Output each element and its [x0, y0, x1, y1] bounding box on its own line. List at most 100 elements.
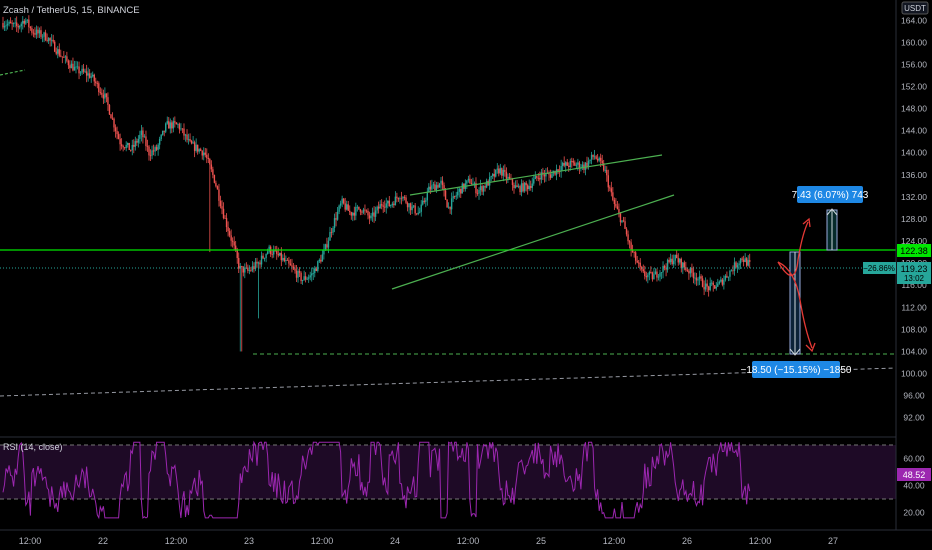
symbol-title[interactable]: Zcash / TetherUS, 15, BINANCE	[3, 5, 140, 16]
candle-body	[679, 258, 681, 263]
scenario-arrow-down[interactable]	[777, 261, 813, 349]
candle-body	[151, 150, 153, 156]
candle-body	[338, 205, 340, 212]
candle-body	[682, 262, 684, 269]
candle-body	[648, 271, 651, 275]
candle-body	[19, 26, 21, 28]
candle-body	[336, 211, 339, 220]
candle-body	[78, 66, 80, 74]
current-price-text: 119.23	[901, 264, 928, 274]
candle-body	[46, 40, 48, 41]
candle-body	[300, 272, 302, 282]
target-up-label: 7.43 (6.07%) 743	[792, 190, 869, 201]
candle-body	[616, 206, 619, 210]
candle-body	[742, 259, 745, 262]
candle-body	[695, 277, 698, 281]
target-down-label: −18.50 (−15.15%) −1850	[741, 365, 852, 376]
candle-body	[557, 169, 559, 172]
candle-body	[581, 164, 584, 168]
candle-body	[172, 121, 175, 129]
candle-body	[571, 161, 573, 162]
candle-body	[203, 152, 205, 156]
candle-body	[274, 250, 276, 252]
candle-body	[730, 270, 733, 272]
candle-body	[218, 189, 220, 201]
candle-body	[166, 121, 168, 124]
candle-body	[596, 158, 599, 161]
candle-body	[387, 200, 389, 204]
candle-body	[283, 257, 286, 262]
candle-body	[393, 203, 395, 206]
candle-body	[175, 122, 178, 125]
candle-body	[236, 250, 238, 259]
candle-body	[647, 274, 649, 278]
price-tick-label: 108.00	[901, 324, 927, 334]
candle-body	[651, 272, 654, 280]
candle-body	[676, 254, 678, 259]
price-tick-label: 112.00	[901, 302, 927, 312]
candle-body	[604, 169, 606, 171]
trend-line-lower[interactable]	[0, 367, 897, 397]
candle-body	[254, 261, 257, 270]
candle-body	[312, 273, 314, 274]
time-tick-label: 26	[682, 536, 692, 546]
candle-body	[119, 138, 121, 145]
candle-body	[301, 280, 304, 282]
candle-body	[402, 196, 404, 199]
candle-body	[432, 184, 435, 186]
wedge-upper-line[interactable]	[409, 154, 663, 196]
candle-body	[133, 144, 135, 147]
candle-body	[419, 211, 421, 213]
candle-body	[92, 74, 94, 77]
candle-body	[22, 20, 24, 24]
candle-body	[458, 188, 460, 192]
target-up-label-bg[interactable]	[797, 186, 863, 203]
scenario-arrow-up[interactable]	[777, 221, 809, 277]
rsi-title[interactable]: RSI (14, close)	[3, 442, 63, 452]
candle-body	[411, 206, 413, 211]
candle-body	[644, 271, 646, 277]
candle-body	[528, 186, 530, 190]
candle-body	[624, 221, 626, 229]
time-tick-label: 12:00	[457, 536, 480, 546]
target-down-label-bg[interactable]	[752, 361, 840, 378]
candle-body	[749, 260, 751, 262]
candle-body	[353, 212, 356, 216]
candle-body	[376, 206, 378, 211]
candle-body	[238, 258, 240, 269]
candle-body	[195, 144, 197, 151]
candle-body	[347, 204, 349, 211]
candle-body	[346, 204, 348, 210]
candle-body	[638, 262, 640, 264]
candle-body	[248, 270, 251, 271]
candle-body	[131, 144, 133, 151]
candle-body	[586, 162, 588, 167]
candle-body	[317, 261, 319, 271]
candle-body	[578, 162, 581, 169]
candle-body	[744, 258, 746, 262]
candle-body	[15, 22, 18, 26]
candle-body	[362, 209, 365, 213]
candle-body	[29, 27, 32, 29]
candle-body	[467, 178, 470, 181]
candle-body	[288, 260, 290, 264]
candle-body	[90, 76, 92, 78]
candle-body	[680, 258, 682, 269]
candle-body	[688, 270, 690, 274]
candle-body	[358, 206, 360, 210]
trend-line-left[interactable]	[0, 69, 26, 76]
candle-body	[373, 212, 375, 217]
candle-body	[70, 63, 73, 69]
time-axis[interactable]	[0, 530, 932, 550]
candle-body	[165, 123, 167, 132]
candle-body	[294, 268, 296, 271]
candle-body	[279, 252, 281, 256]
candle-body	[44, 32, 47, 41]
candle-body	[513, 184, 515, 188]
wedge-lower-line[interactable]	[391, 194, 675, 290]
scenario-arrow-down-head	[805, 342, 816, 353]
price-tick-label: 92.00	[903, 413, 925, 423]
candle-body	[671, 258, 673, 265]
candle-body	[35, 29, 38, 35]
